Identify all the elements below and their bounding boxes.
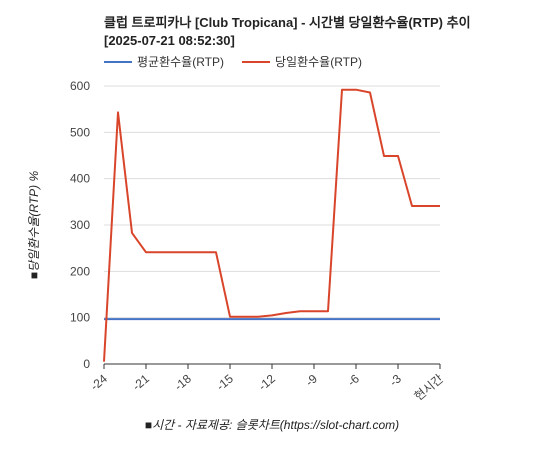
y-tick-label: 0 (83, 357, 90, 371)
x-tick-label: -18 (172, 371, 195, 393)
y-tick-label: 400 (70, 172, 90, 186)
x-axis-ticks: -24 -21 -18 -15 -12 -9 -6 -3 현시간 (88, 364, 446, 404)
legend-label-average: 평균환수율(RTP) (137, 55, 224, 69)
y-tick-label: 500 (70, 125, 90, 139)
x-tick-label: -12 (256, 371, 279, 393)
x-tick-label: -3 (387, 371, 404, 389)
chart-title-line2: [2025-07-21 08:52:30] (104, 33, 235, 48)
chart-title-line1: 클럽 트로피카나 [Club Tropicana] - 시간별 당일환수율(RT… (104, 15, 471, 30)
y-tick-label: 600 (70, 79, 90, 93)
x-tick-label: -24 (88, 371, 111, 393)
x-tick-label: 현시간 (412, 372, 446, 404)
x-tick-label: -6 (345, 371, 362, 389)
x-tick-label: -15 (214, 371, 237, 393)
legend[interactable]: 평균환수율(RTP) 당일환수율(RTP) (104, 55, 362, 69)
legend-item-daily[interactable]: 당일환수율(RTP) (242, 55, 362, 69)
y-axis-ticks: 0 100 200 300 400 500 600 (70, 79, 90, 371)
y-tick-label: 100 (70, 311, 90, 325)
legend-item-average[interactable]: 평균환수율(RTP) (104, 55, 224, 69)
grid-lines (104, 85, 440, 365)
x-axis-title: ■시간 - 자료제공: 슬롯차트(https://slot-chart.com) (145, 418, 399, 432)
y-tick-label: 300 (70, 218, 90, 232)
legend-label-daily: 당일환수율(RTP) (275, 55, 362, 69)
y-tick-label: 200 (70, 264, 90, 278)
series-lines (103, 88, 440, 362)
y-axis-title: ■당일환수율(RTP) % (27, 171, 41, 280)
x-tick-label: -21 (130, 371, 153, 393)
series-line-daily (103, 88, 440, 362)
x-tick-label: -9 (303, 371, 320, 389)
